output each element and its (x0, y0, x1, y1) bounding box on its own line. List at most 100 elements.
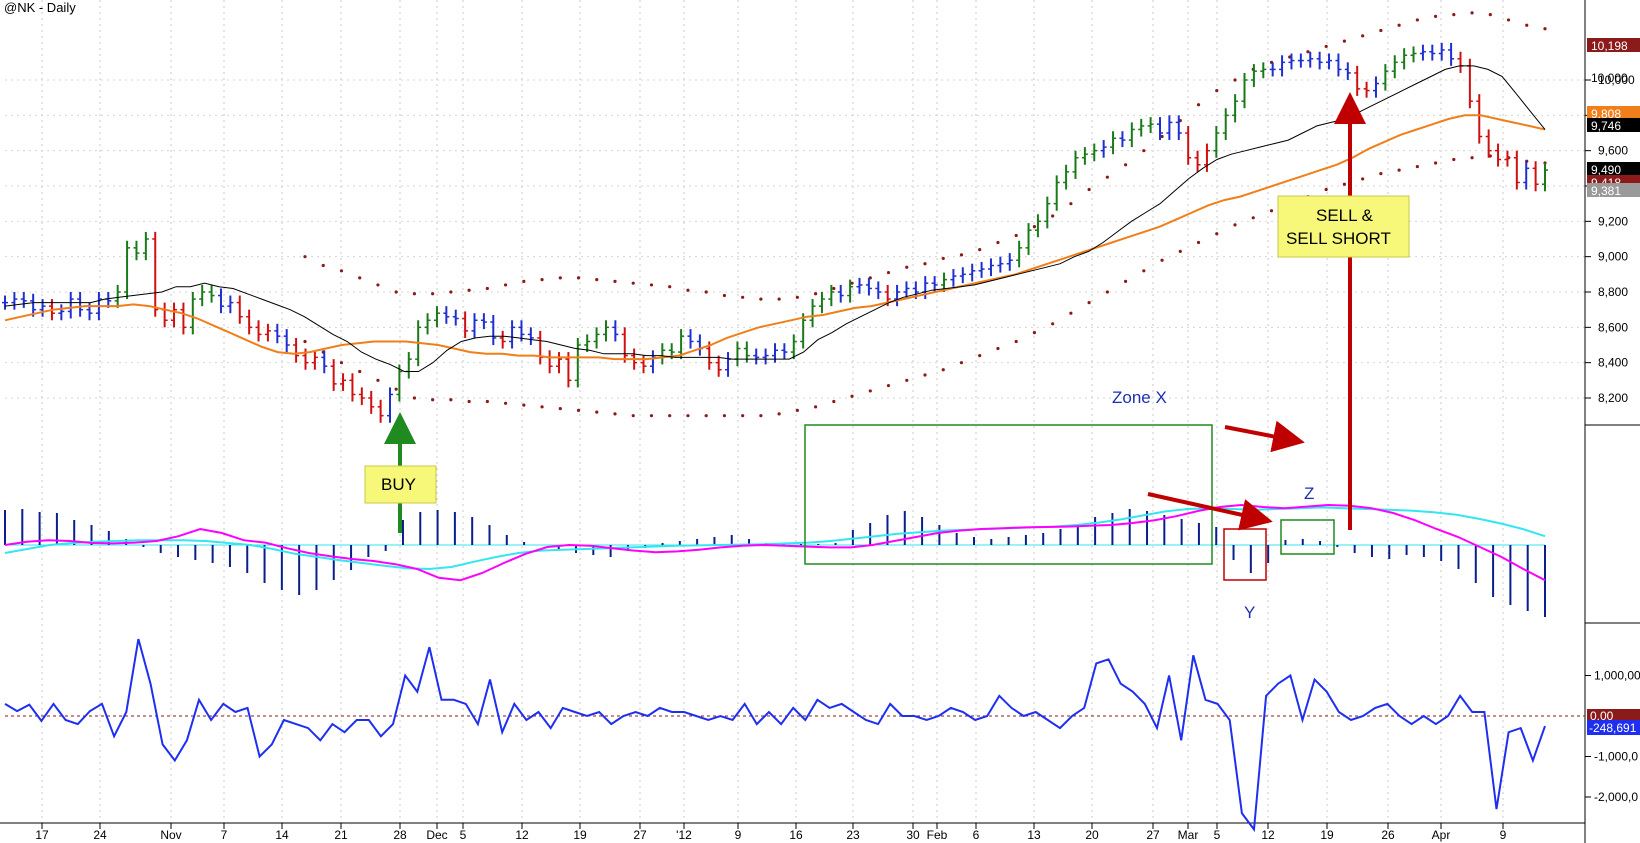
lower-band-dot (813, 405, 818, 409)
upper-band-dot (668, 285, 672, 289)
lower-band-dot (741, 414, 745, 418)
date-tick-label: 19 (1320, 828, 1334, 842)
lower-band-dot (558, 407, 562, 411)
ema-short-line (4, 65, 1546, 372)
date-tick-label: 6 (973, 828, 980, 842)
lower-band-dot (1087, 301, 1091, 305)
upper-band-dot (449, 290, 453, 294)
grid (5, 0, 1585, 823)
upper-band-dot (1506, 18, 1511, 22)
upper-band-dot (1543, 27, 1547, 31)
lower-band-dot (1269, 209, 1274, 213)
upper-band-dot (1105, 175, 1109, 179)
lower-band-dot (777, 412, 781, 416)
lower-band-dot (759, 414, 763, 418)
upper-band-dot (1123, 163, 1128, 167)
date-tick-label: Apr (1432, 828, 1451, 842)
osc-last-tag-text: -248,691 (1589, 721, 1637, 735)
upper-band-dot (522, 279, 526, 283)
price-tag-text: 10,000 (1591, 71, 1628, 85)
upper-band-dot (358, 276, 362, 280)
date-tick-label: 21 (334, 828, 348, 842)
price-tick-label: 8,400 (1598, 356, 1628, 370)
date-tick-label: 17 (35, 828, 49, 842)
price-tag-text: 10,198 (1591, 39, 1628, 53)
lower-band-dot (1160, 258, 1164, 262)
lower-band-dot (1069, 311, 1073, 315)
upper-band-dot (722, 293, 727, 298)
lower-band-dot (923, 373, 927, 377)
lower-band-dot (686, 414, 690, 418)
upper-band-dot (576, 276, 581, 280)
lower-band-dot (1470, 156, 1474, 160)
upper-band-dot (923, 262, 927, 266)
lower-band-dot (1105, 290, 1109, 294)
lower-band-dot (1415, 164, 1419, 169)
price-tick-label: 10,000 (1598, 73, 1635, 87)
lower-band-dot (649, 414, 654, 418)
zone-x-box (804, 424, 1213, 565)
lower-band-dot (1014, 339, 1018, 344)
lower-band-dot (576, 408, 581, 412)
upper-band-dot (394, 290, 398, 294)
upper-band-dot (886, 270, 891, 275)
price-tag-box (1587, 162, 1640, 176)
lower-band-dot (358, 369, 362, 374)
osc-tick-label: 1,000,00 (1594, 669, 1640, 683)
lower-band-dot (1251, 216, 1255, 220)
lower-band-dot (886, 384, 891, 388)
date-axis-labels: 17 24 Nov 7 14 21 28 Dec 5 12 19 27 '12 9 16 23 30 Feb 6 13… (35, 823, 1507, 842)
upper-band-dot (1087, 187, 1091, 192)
upper-band-dot (996, 240, 1000, 245)
upper-band-dot (905, 265, 909, 269)
lower-band-dot (376, 378, 380, 382)
date-tick-label: 27 (633, 828, 647, 842)
oscillator-axis-labels: 1,000,00 -1,000,0 -2,000,0 (1585, 669, 1640, 804)
upper-band-dot (485, 286, 489, 291)
date-tick-label: 20 (1085, 828, 1099, 842)
upper-band-dot (1306, 50, 1310, 54)
date-tick-label: 27 (1146, 828, 1160, 842)
osc-tick-label: -2,000,0 (1594, 790, 1638, 804)
price-tag-text: 9,490 (1591, 163, 1621, 177)
upper-band-dot (1069, 202, 1073, 206)
upper-band-dot (558, 276, 562, 280)
price-tick-label: 8,800 (1598, 285, 1628, 299)
date-tick-label: '12 (676, 828, 692, 842)
osc-zero-tag (1587, 709, 1640, 723)
upper-band-dot (1215, 89, 1219, 93)
date-tick-label: 19 (573, 828, 587, 842)
price-tag-text: 9,746 (1591, 119, 1621, 133)
upper-band-dot (1433, 14, 1438, 18)
price-tag-text: 9,808 (1591, 107, 1621, 121)
sell-label-line1: SELL & (1316, 206, 1374, 225)
price-tag-box (1587, 183, 1640, 197)
zone-z-box (1280, 519, 1335, 555)
date-tick-label: 24 (93, 828, 107, 842)
lower-band-dot (412, 396, 417, 400)
upper-band-dot (631, 281, 635, 285)
date-tick-label: Nov (160, 828, 181, 842)
upper-band-dot (1415, 18, 1419, 22)
annotation-layer: BUY SELL & SELL SHORT Zone X Y Z (364, 92, 1410, 622)
upper-band-dot (1196, 103, 1201, 107)
lower-band-dot (339, 361, 344, 365)
upper-band-dot (321, 263, 325, 268)
volume-oscillator-line (4, 638, 1546, 833)
upper-band-dot (741, 295, 745, 299)
upper-band-dot (1014, 233, 1018, 238)
date-tick-label: 28 (393, 828, 407, 842)
macd-histogram (4, 509, 1546, 617)
upper-band-dot (1397, 23, 1401, 27)
lower-band-dot (704, 414, 708, 418)
date-tick-label: 12 (1261, 828, 1275, 842)
osc-last-tag (1587, 720, 1640, 735)
upper-band-dot (759, 297, 763, 301)
histogram-arrow (1147, 492, 1273, 531)
date-tick-label: 5 (460, 828, 467, 842)
upper-band-dot (1488, 13, 1492, 17)
price-tag-box (1587, 106, 1640, 120)
buy-callout (364, 465, 437, 504)
upper-band-dot (431, 292, 435, 296)
lower-band-dot (449, 398, 453, 402)
